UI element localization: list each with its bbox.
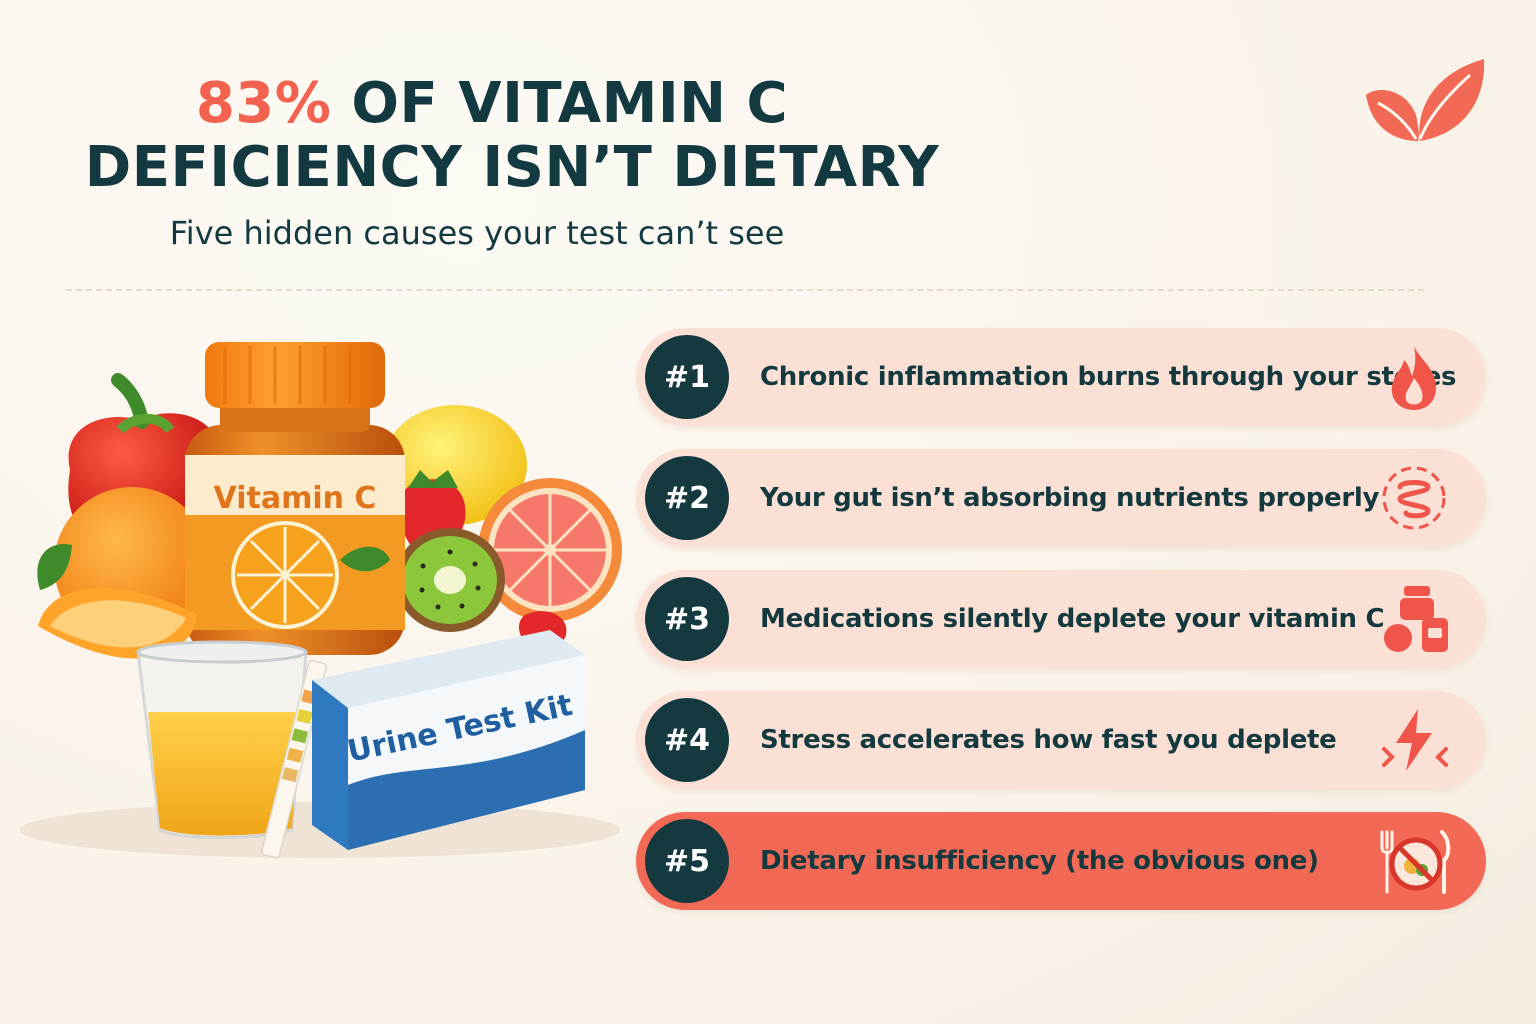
- vitamin-illustration: Vitamin C Urine Test Kit: [20, 342, 622, 859]
- page-title: 83% OF VITAMIN C DEFICIENCY ISN’T DIETAR…: [62, 72, 962, 200]
- leaf-logo-icon: [1366, 59, 1485, 141]
- page-subtitle: Five hidden causes your test can’t see: [169, 214, 785, 252]
- intestine-icon: [1382, 466, 1446, 530]
- cause-text: Medications silently deplete your vitami…: [760, 604, 1385, 634]
- title-line-1: 83% OF VITAMIN C: [22, 72, 962, 136]
- cause-item-4: #4 Stress accelerates how fast you deple…: [636, 691, 1486, 789]
- bottle-label: Vitamin C: [214, 481, 377, 516]
- cause-number: #4: [645, 698, 729, 782]
- cause-number: #3: [645, 577, 729, 661]
- no-food-icon: [1380, 830, 1451, 894]
- cause-text: Stress accelerates how fast you deplete: [760, 725, 1337, 755]
- title-accent: 83%: [195, 71, 332, 136]
- cause-text: Dietary insufficiency (the obvious one): [760, 846, 1319, 876]
- cause-item-5: #5 Dietary insufficiency (the obvious on…: [636, 812, 1486, 910]
- title-line-2: DEFICIENCY ISN’T DIETARY: [84, 135, 940, 200]
- cause-item-2: #2 Your gut isn’t absorbing nutrients pr…: [636, 449, 1486, 547]
- cause-text: Chronic inflammation burns through your …: [760, 362, 1457, 392]
- cause-number: #2: [645, 456, 729, 540]
- lightning-icon: [1382, 709, 1448, 771]
- cause-text: Your gut isn’t absorbing nutrients prope…: [760, 483, 1380, 513]
- cause-item-1: #1 Chronic inflammation burns through yo…: [636, 328, 1486, 426]
- medication-icon: [1384, 586, 1448, 652]
- title-line-1-text: OF VITAMIN C: [331, 71, 789, 136]
- cause-number: #1: [645, 335, 729, 419]
- flame-icon: [1391, 346, 1436, 410]
- divider: [66, 289, 1424, 291]
- cause-number: #5: [645, 819, 729, 903]
- cause-item-3: #3 Medications silently deplete your vit…: [636, 570, 1486, 668]
